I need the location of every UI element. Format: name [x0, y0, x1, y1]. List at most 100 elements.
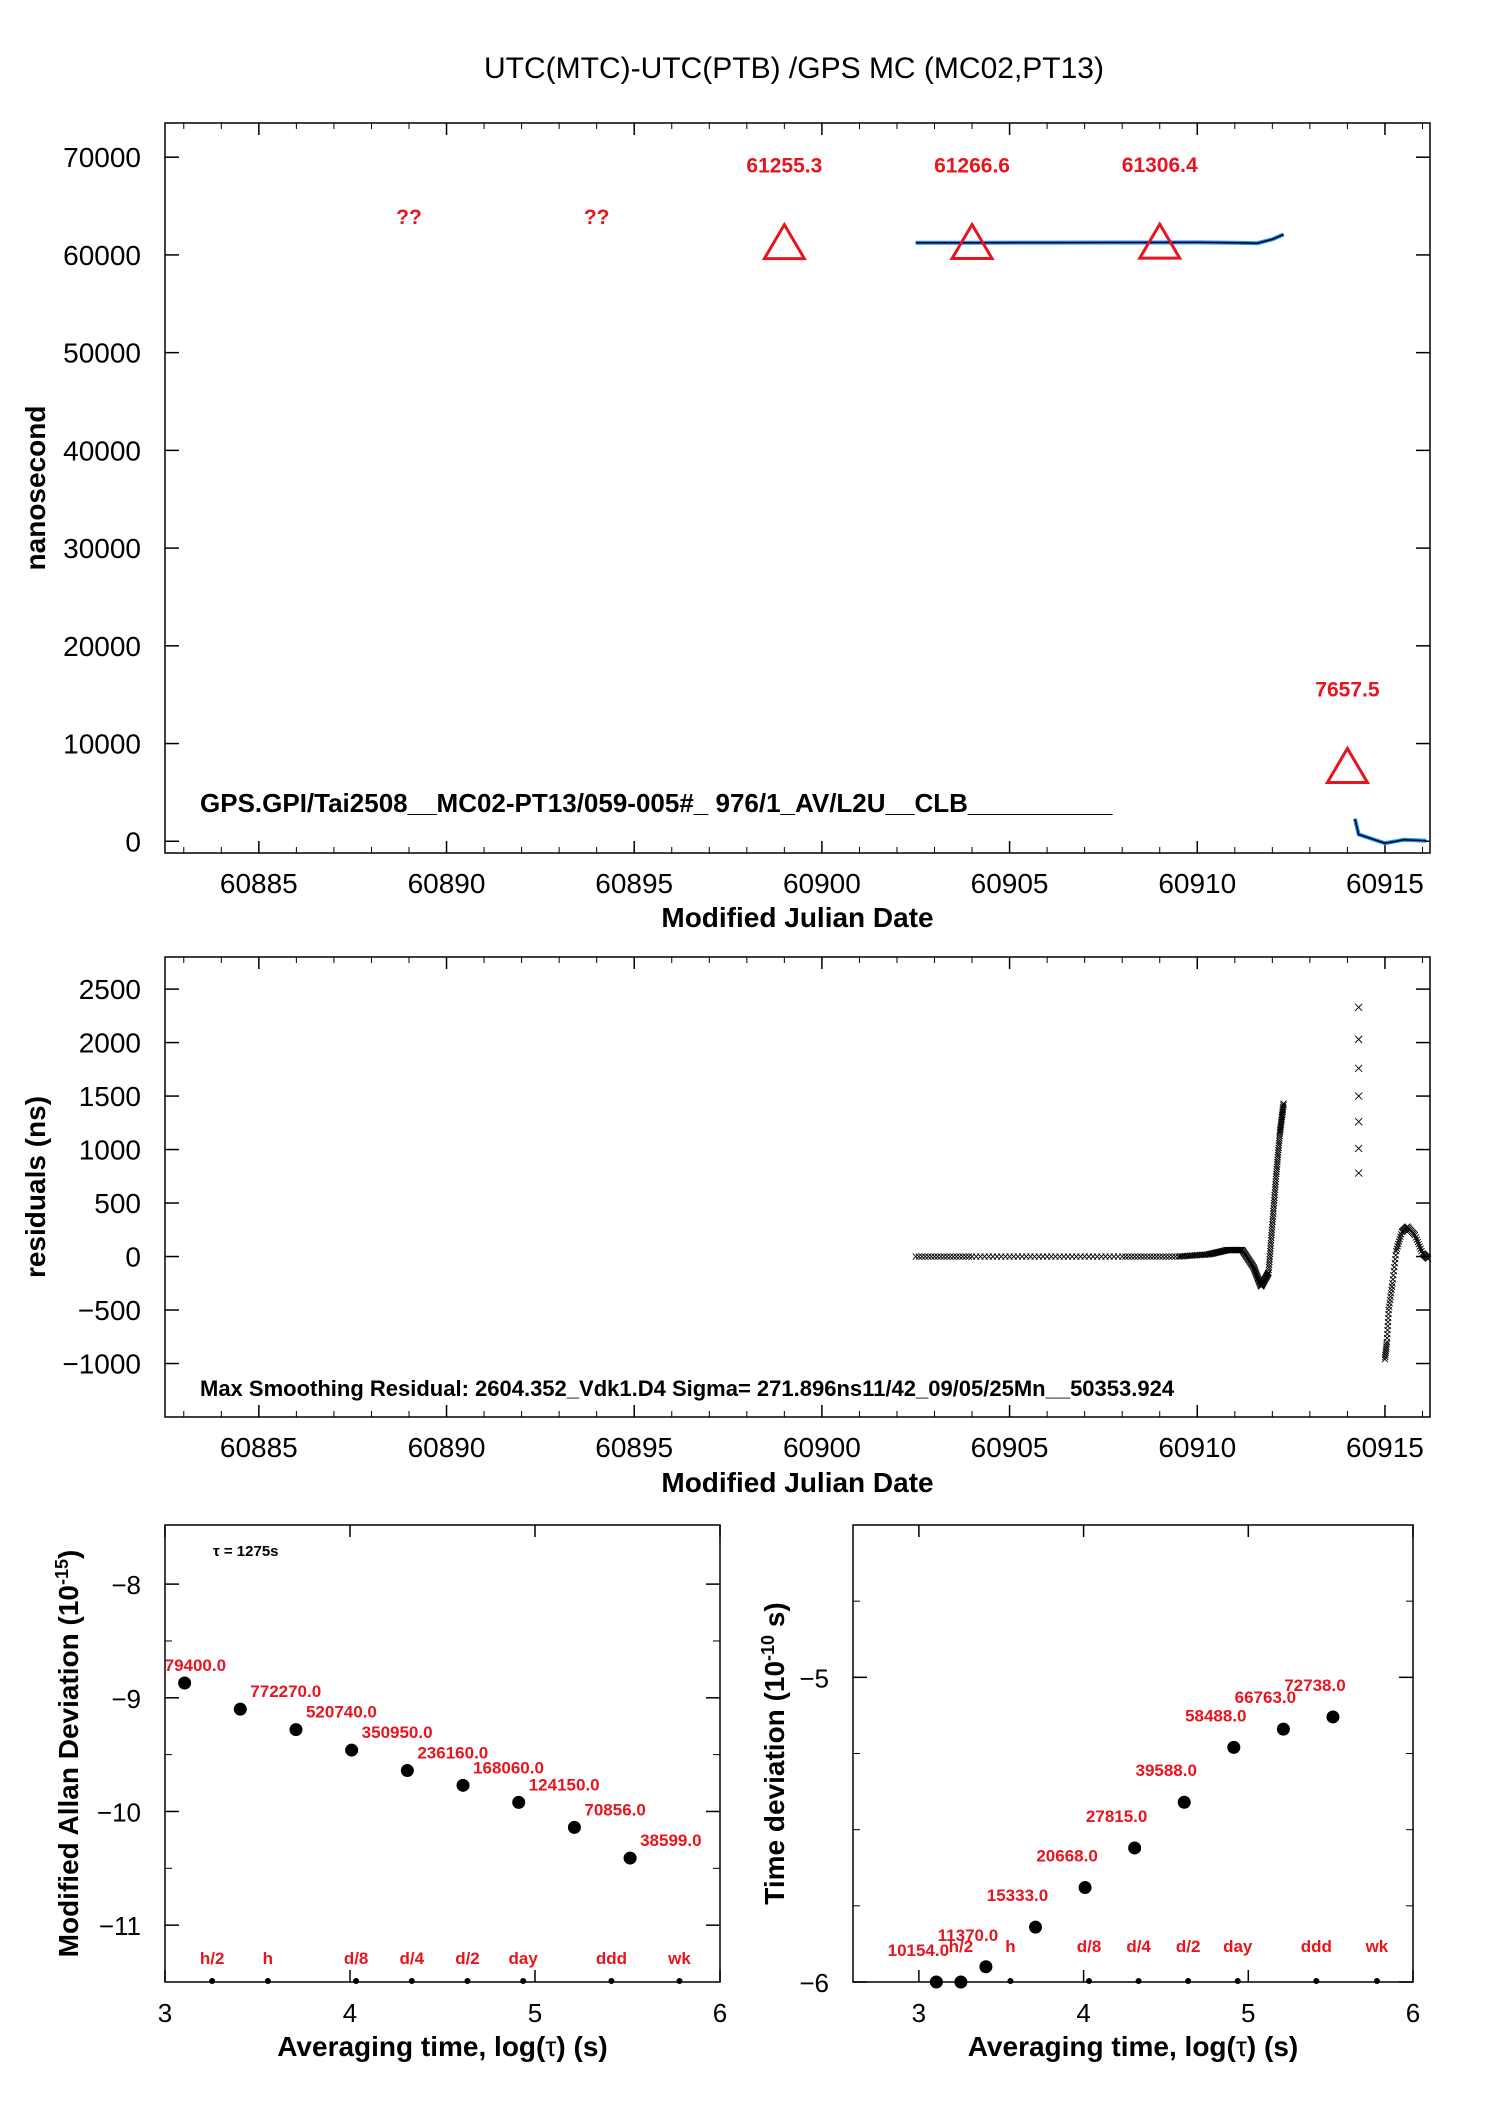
residual-point	[1394, 1243, 1401, 1250]
ref-mark	[520, 1978, 527, 1984]
residual-point	[1266, 1255, 1273, 1263]
ref-mark-label: d/8	[1077, 1937, 1102, 1956]
residual-point	[1125, 1253, 1132, 1260]
residual-point	[1153, 1253, 1160, 1260]
x-tick-label: 3	[912, 1998, 926, 2028]
x-tick-label: 4	[343, 1998, 357, 2028]
mdev-point	[456, 1778, 470, 1792]
x-tick-label: 3	[158, 1998, 172, 2028]
residual-point	[1354, 1064, 1363, 1073]
y-tick-label: 2000	[79, 1028, 141, 1059]
tdev-point	[929, 1975, 943, 1989]
residual-point	[1413, 1236, 1421, 1244]
mdev-point	[567, 1820, 581, 1834]
event-marker	[1137, 221, 1183, 260]
residual-point	[1269, 1210, 1277, 1218]
residual-point	[943, 1253, 951, 1260]
mdev-point-label: 38599.0	[640, 1831, 701, 1850]
residual-point	[1414, 1238, 1422, 1246]
y-tick-label: 1500	[79, 1081, 141, 1112]
residual-point	[1271, 1191, 1278, 1199]
y-tick-label: 10000	[63, 729, 141, 760]
x-axis-label: Averaging time, log(τ) (s)	[277, 2031, 608, 2062]
tdev-point	[1128, 1841, 1142, 1855]
x-tick-label: 5	[1241, 1998, 1255, 2028]
tdev-point	[1078, 1881, 1092, 1895]
residual-point	[1270, 1197, 1278, 1204]
residual-point	[1267, 1239, 1275, 1247]
offset-panel: 60885 60890 60895 60900 60905 60910 60915 0 1000…	[20, 122, 1431, 933]
event-marker-label: 7657.5	[1315, 678, 1380, 701]
y-tick-label: 0	[125, 1242, 141, 1273]
x-axis-label: Modified Julian Date	[661, 1467, 933, 1498]
x-axis-label: Modified Julian Date	[661, 902, 933, 933]
tdev-point-label: 39588.0	[1135, 1761, 1196, 1780]
residual-point	[924, 1253, 932, 1260]
residual-point	[1267, 1242, 1274, 1250]
tdev-point	[979, 1960, 993, 1974]
residual-point	[1354, 1035, 1363, 1044]
residual-point	[1270, 1202, 1278, 1210]
residual-point	[1265, 1263, 1273, 1271]
run-info-annotation: GPS.GPI/Tai2508__MC02-PT13/059-005#_ 976…	[200, 788, 1113, 818]
y-axis-label: Time deviation (10-10 s)	[758, 1602, 790, 1905]
residual-point	[949, 1253, 957, 1260]
ref-mark-label: d/2	[455, 1949, 480, 1968]
ref-mark	[676, 1978, 683, 1984]
ref-mark	[464, 1978, 471, 1984]
residual-point	[1354, 1144, 1363, 1153]
mdev-point	[289, 1723, 303, 1737]
event-marker	[1324, 745, 1371, 784]
residual-point	[1396, 1235, 1404, 1243]
x-tick-label: 60905	[971, 1432, 1049, 1463]
residual-point	[1235, 1246, 1243, 1254]
unknown-marker-label: ??	[396, 206, 422, 229]
y-axis-label: residuals (ns)	[20, 1096, 51, 1278]
ref-mark	[957, 1978, 964, 1984]
residual-point	[928, 1253, 935, 1260]
ref-mark	[1007, 1978, 1014, 1984]
residual-point	[1266, 1253, 1274, 1260]
tdev-point-label: 11370.0	[938, 1926, 999, 1945]
residual-point	[1150, 1253, 1157, 1260]
residual-point	[1417, 1245, 1424, 1253]
residual-point	[940, 1253, 948, 1260]
residual-point	[1270, 1199, 1278, 1207]
residual-point	[1268, 1223, 1276, 1231]
residual-point	[1354, 1169, 1363, 1177]
y-tick-label: 2500	[79, 974, 141, 1005]
mdev-panel: 3 4 5 6 −8 −9 −10 −11 Averaging time, log(τ) (s)…	[52, 1524, 727, 2062]
y-tick-label: −9	[111, 1684, 141, 1714]
ref-mark-label: ddd	[1301, 1937, 1332, 1956]
residual-point	[1354, 1117, 1363, 1126]
residual-point	[1143, 1253, 1151, 1260]
ref-mark	[1135, 1978, 1142, 1984]
x-tick-label: 60900	[783, 868, 861, 899]
residual-point	[1172, 1253, 1179, 1260]
x-tick-label: 60890	[408, 868, 486, 899]
residual-point	[1271, 1183, 1279, 1191]
residual-point	[1269, 1218, 1276, 1226]
x-tick-label: 5	[528, 1998, 542, 2028]
y-tick-label: 20000	[63, 631, 141, 662]
residual-point	[912, 1253, 920, 1260]
ref-mark	[209, 1978, 216, 1984]
y-tick-label: −8	[111, 1570, 141, 1600]
y-tick-label: −6	[799, 1968, 829, 1998]
x-tick-label: 60915	[1346, 1432, 1424, 1463]
residual-point	[1122, 1253, 1129, 1260]
residual-point	[1269, 1213, 1277, 1220]
residual-point	[1268, 1229, 1276, 1236]
tdev-point-label: 20668.0	[1036, 1847, 1097, 1866]
y-tick-label: −1000	[62, 1349, 141, 1380]
mdev-point-label: 79400.0	[165, 1656, 226, 1675]
tdev-point-label: 58488.0	[1185, 1706, 1246, 1725]
residual-point	[1270, 1207, 1277, 1215]
mdev-point-label: 124150.0	[529, 1775, 600, 1794]
residual-point	[915, 1253, 923, 1260]
ref-mark-label: d/4	[1126, 1937, 1151, 1956]
ref-mark	[408, 1978, 415, 1984]
ref-mark	[1086, 1978, 1093, 1984]
x-tick-label: 60895	[595, 1432, 673, 1463]
